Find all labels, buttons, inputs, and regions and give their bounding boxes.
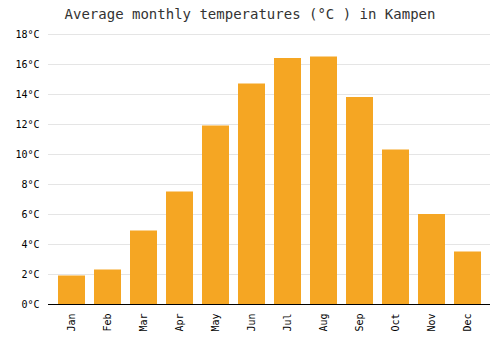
svg-text:Jul: Jul bbox=[282, 314, 293, 332]
svg-text:Jun: Jun bbox=[246, 314, 257, 332]
svg-text:Feb: Feb bbox=[102, 314, 113, 332]
svg-text:May: May bbox=[210, 314, 221, 332]
svg-text:Jan: Jan bbox=[66, 314, 77, 332]
svg-text:Oct: Oct bbox=[390, 314, 401, 332]
svg-text:14°C: 14°C bbox=[15, 89, 39, 100]
svg-text:Apr: Apr bbox=[174, 314, 185, 332]
svg-text:Nov: Nov bbox=[426, 314, 437, 332]
svg-text:Aug: Aug bbox=[318, 314, 329, 332]
svg-text:12°C: 12°C bbox=[15, 119, 39, 130]
svg-text:6°C: 6°C bbox=[21, 209, 39, 220]
svg-text:Mar: Mar bbox=[138, 314, 149, 332]
svg-text:16°C: 16°C bbox=[15, 59, 39, 70]
svg-text:4°C: 4°C bbox=[21, 239, 39, 250]
svg-text:Sep: Sep bbox=[354, 314, 365, 332]
html-text:Average monthly temperatures (: Average monthly temperatures (°C ) in Ka… bbox=[64, 6, 436, 22]
svg-text:8°C: 8°C bbox=[21, 179, 39, 190]
svg-text:Dec: Dec bbox=[462, 314, 473, 332]
svg-text:0°C: 0°C bbox=[21, 299, 39, 310]
svg-text:2°C: 2°C bbox=[21, 269, 39, 280]
svg-text:18°C: 18°C bbox=[15, 29, 39, 40]
svg-text:10°C: 10°C bbox=[15, 149, 39, 160]
